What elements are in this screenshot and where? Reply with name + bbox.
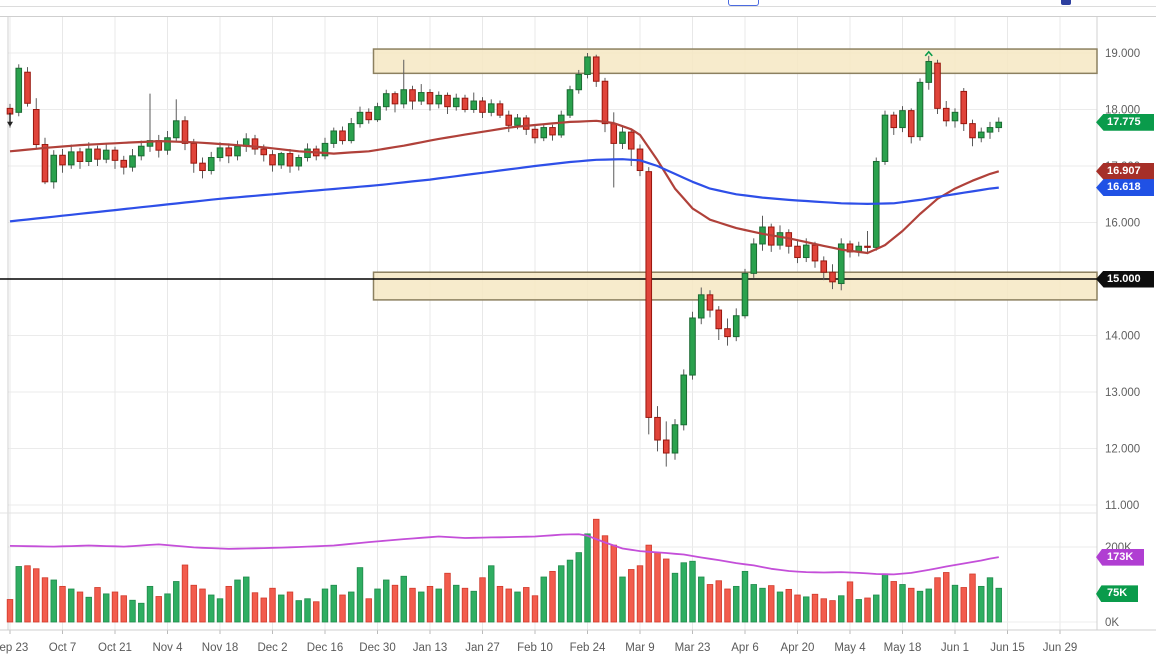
- supply-demand-zones: [372, 48, 1098, 301]
- volume-badge: 75K: [1096, 585, 1138, 603]
- plot-frame: [0, 17, 1156, 631]
- svg-text:Feb 24: Feb 24: [570, 642, 606, 654]
- svg-text:18.000: 18.000: [1105, 105, 1140, 117]
- svg-text:Nov 18: Nov 18: [202, 642, 238, 654]
- svg-text:Jun 15: Jun 15: [990, 642, 1025, 654]
- svg-text:Mar 9: Mar 9: [625, 642, 654, 654]
- slow-ma-line: [9, 119, 1000, 255]
- svg-text:Mar 23: Mar 23: [675, 642, 711, 654]
- svg-text:Jan 13: Jan 13: [413, 642, 448, 654]
- toolbar-divider: [0, 6, 1156, 17]
- svg-text:Dec 30: Dec 30: [359, 642, 395, 654]
- slow-ma-badge: 16.907: [1096, 162, 1154, 180]
- svg-text:16.000: 16.000: [1105, 218, 1140, 230]
- fast-ma-line: [9, 158, 999, 223]
- svg-text:19.000: 19.000: [1105, 48, 1140, 60]
- svg-text:12.000: 12.000: [1105, 444, 1140, 456]
- svg-text:Sep 23: Sep 23: [0, 642, 28, 654]
- grid: [8, 17, 1097, 634]
- svg-text:Oct 21: Oct 21: [98, 642, 132, 654]
- svg-text:13.000: 13.000: [1105, 387, 1140, 399]
- svg-text:Feb 10: Feb 10: [517, 642, 553, 654]
- svg-text:May 4: May 4: [834, 642, 866, 654]
- toolbar-button-fragment[interactable]: [728, 0, 759, 6]
- trade-markers: [7, 50, 933, 127]
- volume-ma-line: [9, 533, 999, 576]
- price-axis[interactable]: 19.00018.00017.00016.00015.00014.00013.0…: [1105, 48, 1140, 629]
- svg-text:Jan 27: Jan 27: [465, 642, 500, 654]
- candle-series: [6, 53, 1003, 467]
- volume-ma-badge: 173K: [1096, 548, 1144, 566]
- support-level-badge: 15.000: [1096, 270, 1154, 288]
- svg-text:Oct 7: Oct 7: [49, 642, 76, 654]
- fast-ma-badge: 16.618: [1096, 179, 1154, 197]
- last-price-badge: 17.775: [1096, 113, 1154, 131]
- toolbar-accent-fragment[interactable]: [1061, 0, 1071, 5]
- svg-text:Dec 2: Dec 2: [257, 642, 287, 654]
- svg-text:Apr 20: Apr 20: [781, 642, 815, 654]
- time-axis[interactable]: Sep 23 Oct 7 Oct 21 Nov 4 Nov 18 Dec 2 Dec 16 D…: [0, 642, 1077, 654]
- svg-text:0K: 0K: [1105, 617, 1119, 629]
- svg-text:Nov 4: Nov 4: [152, 642, 183, 654]
- svg-text:May 18: May 18: [884, 642, 922, 654]
- svg-text:Jun 29: Jun 29: [1043, 642, 1078, 654]
- svg-text:Dec 16: Dec 16: [307, 642, 343, 654]
- svg-text:Apr 6: Apr 6: [731, 642, 759, 654]
- svg-text:11.000: 11.000: [1105, 500, 1139, 512]
- svg-text:Jun 1: Jun 1: [941, 642, 969, 654]
- svg-text:14.000: 14.000: [1105, 331, 1140, 343]
- volume-series: [6, 518, 1002, 623]
